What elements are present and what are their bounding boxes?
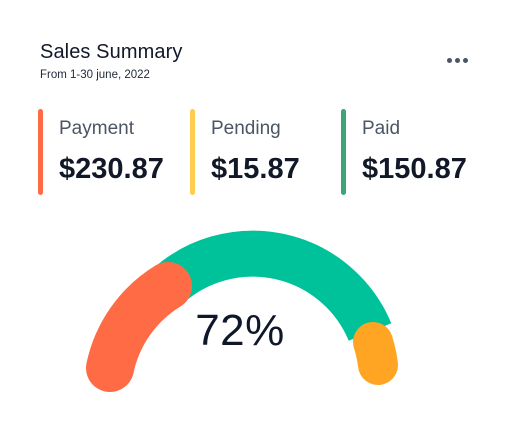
more-options-button[interactable] (440, 48, 476, 72)
stat-label: Payment (59, 118, 134, 139)
card-title: Sales Summary (40, 41, 183, 63)
stat-label: Paid (362, 118, 401, 139)
stat-label: Pending (211, 118, 281, 139)
stat-color-bar (38, 109, 43, 195)
gauge-segment-pending (353, 322, 398, 385)
gauge-arc-graphic (86, 230, 398, 392)
progress-gauge: 72% (70, 210, 410, 400)
gauge-segment-paid (152, 230, 392, 342)
stat-value: $15.87 (211, 153, 300, 185)
gauge-segment-payment (86, 262, 192, 392)
stat-value: $230.87 (59, 153, 164, 185)
date-range-subtitle: From 1-30 june, 2022 (40, 69, 150, 81)
stat-color-bar (190, 109, 195, 195)
stat-value: $150.87 (362, 153, 467, 185)
stat-color-bar (341, 109, 346, 195)
gauge-percentage: 72% (195, 306, 285, 355)
